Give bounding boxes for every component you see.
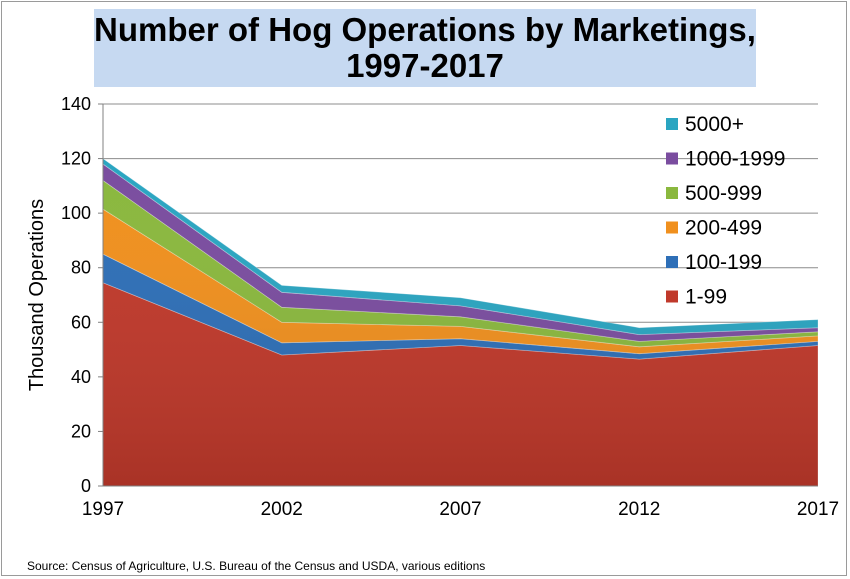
legend-swatch-500-999 bbox=[666, 187, 678, 199]
legend-swatch-200-499 bbox=[666, 221, 678, 234]
legend-label-100-199: 100-199 bbox=[685, 251, 762, 274]
legend: 5000+ 1000-1999 500-999 200-499 100-199 1-99 bbox=[666, 113, 785, 309]
chart-title-box: Number of Hog Operations by Marketings, … bbox=[94, 9, 756, 87]
x-tick-label-2007: 2007 bbox=[439, 499, 481, 520]
chart-title-line-2: 1997-2017 bbox=[346, 47, 504, 84]
y-tick-label-80: 80 bbox=[71, 258, 91, 278]
legend-item-500-999: 500-999 bbox=[666, 182, 762, 205]
legend-item-5000+: 5000+ bbox=[666, 113, 744, 136]
y-tick-labels: 0 20 40 60 80 100 120 140 bbox=[61, 94, 91, 496]
y-tick-label-40: 40 bbox=[71, 367, 91, 387]
legend-label-5000+: 5000+ bbox=[685, 113, 744, 136]
y-tick-label-0: 0 bbox=[81, 476, 91, 496]
y-tick-label-120: 120 bbox=[61, 149, 91, 169]
legend-item-1000-1999: 1000-1999 bbox=[666, 148, 785, 171]
y-tick-label-20: 20 bbox=[71, 421, 91, 441]
chart-title-line-1: Number of Hog Operations by Marketings, bbox=[94, 11, 756, 48]
legend-swatch-5000+ bbox=[666, 118, 678, 130]
legend-item-100-199: 100-199 bbox=[666, 251, 762, 274]
x-tick-label-2012: 2012 bbox=[618, 499, 660, 520]
x-tick-labels: 1997 2002 2007 2012 2017 bbox=[82, 499, 839, 520]
legend-swatch-1000-1999 bbox=[666, 152, 678, 165]
legend-item-200-499: 200-499 bbox=[666, 217, 762, 240]
legend-label-500-999: 500-999 bbox=[685, 182, 762, 205]
source-note: Source: Census of Agriculture, U.S. Bure… bbox=[27, 559, 486, 573]
x-tick-label-1997: 1997 bbox=[82, 499, 124, 520]
y-tick-label-140: 140 bbox=[61, 94, 91, 114]
legend-swatch-1-99 bbox=[666, 290, 678, 303]
area-shade-overlay bbox=[103, 158, 818, 486]
y-tick-label-100: 100 bbox=[61, 203, 91, 223]
legend-label-1-99: 1-99 bbox=[685, 286, 727, 309]
legend-swatch-100-199 bbox=[666, 256, 678, 268]
area-shading bbox=[103, 158, 818, 486]
axes bbox=[98, 103, 818, 487]
legend-item-1-99: 1-99 bbox=[666, 286, 727, 309]
legend-label-200-499: 200-499 bbox=[685, 217, 762, 240]
y-tick-label-60: 60 bbox=[71, 312, 91, 332]
x-tick-label-2017: 2017 bbox=[797, 499, 839, 520]
x-tick-label-2002: 2002 bbox=[261, 499, 303, 520]
y-axis-label: Thousand Operations bbox=[26, 199, 48, 391]
legend-label-1000-1999: 1000-1999 bbox=[685, 148, 785, 171]
